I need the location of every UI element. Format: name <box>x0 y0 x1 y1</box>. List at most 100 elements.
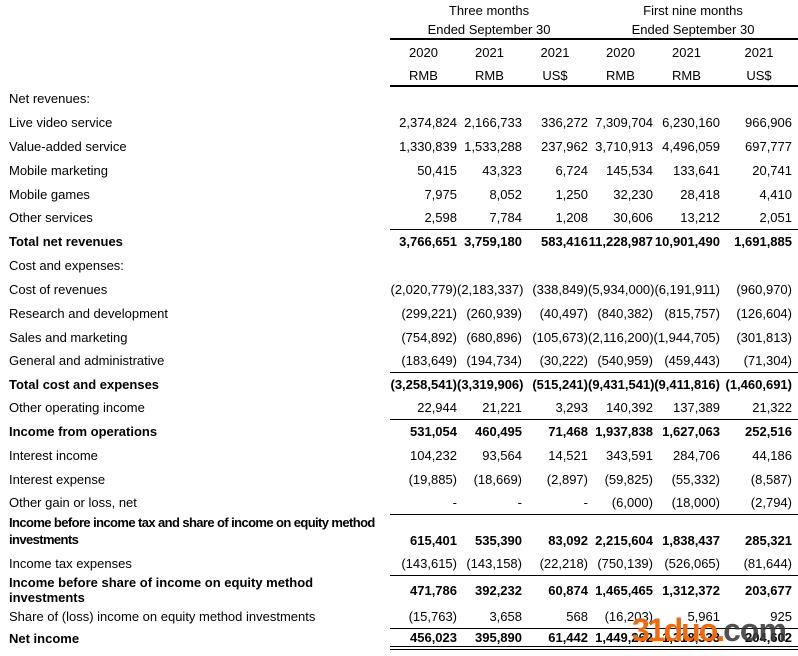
cell-value: (459,443) <box>653 349 720 373</box>
cell-value: (680,896) <box>466 329 522 345</box>
table-row: Net income 456,023 395,890 61,442 1,449,262 1… <box>0 628 798 650</box>
cell-value: 1,250 <box>555 186 588 202</box>
cell-value <box>390 253 457 277</box>
cell-value: 252,516 <box>745 423 792 439</box>
row-label: Interest expense <box>9 471 106 487</box>
cell-value: 568 <box>522 605 588 629</box>
period-nine-months-label: First nine months <box>643 2 743 18</box>
cell-value: 1,449,262 <box>588 628 653 650</box>
table-body: Net revenues: Live video service 2,374,824… <box>0 86 798 650</box>
cell-value: (960,970) <box>736 281 792 297</box>
cell-value: 284,706 <box>673 447 720 463</box>
cell-value: 4,496,059 <box>662 138 720 154</box>
table-row: Mobile games 7,975 8,052 1,250 32,230 28,418 4… <box>0 182 798 206</box>
cell-value: 8,052 <box>489 186 522 202</box>
cell-value: 133,641 <box>673 162 720 178</box>
year-header: 2021 <box>744 45 774 60</box>
label-column-spacer <box>0 39 390 65</box>
cell-value: 395,890 <box>457 628 522 650</box>
currency-header: RMB <box>457 65 522 87</box>
cell-value: (59,825) <box>604 471 653 487</box>
cell-value: 3,710,913 <box>595 138 653 154</box>
cell-value: (143,615) <box>390 552 457 576</box>
cell-value: (9,431,541) <box>588 376 655 392</box>
row-label: Other services <box>9 210 93 225</box>
row-label: Value-added service <box>9 138 127 154</box>
cell-value: 6,230,160 <box>662 114 720 130</box>
cell-value: (30,222) <box>522 349 588 373</box>
cell-value: 615,401 <box>410 533 457 548</box>
currency-header: RMB <box>588 65 653 87</box>
row-label: Income from operations <box>9 423 158 439</box>
table-row: Interest income 104,232 93,564 14,521 343,59… <box>0 443 798 467</box>
cell-value: (105,673) <box>532 329 588 345</box>
cell-value: 21,322 <box>720 396 798 420</box>
cell-value: 11,228,987 <box>588 233 653 249</box>
cell-value: 71,468 <box>548 423 588 439</box>
cell-value: 204,602 <box>720 628 798 650</box>
cell-value: (1,460,691) <box>725 376 793 392</box>
cell-value: 1,330,839 <box>399 138 457 154</box>
row-label: Sales and marketing <box>9 329 128 345</box>
cell-value: 13,212 <box>653 206 720 230</box>
currency-header: RMB <box>390 65 457 87</box>
cell-value: (71,304) <box>720 349 798 373</box>
cell-value: 50,415 <box>417 162 457 178</box>
cell-value: 1,627,063 <box>662 423 720 439</box>
row-label: Research and development <box>9 305 168 321</box>
cell-value: 3,759,180 <box>464 233 522 249</box>
row-label: Total cost and expenses <box>9 376 160 392</box>
row-label: Live video service <box>9 114 113 130</box>
cell-value: (540,959) <box>588 349 653 373</box>
cell-value: 343,591 <box>606 447 653 463</box>
table-row: Total net revenues 3,766,651 3,759,180 583,… <box>0 229 798 253</box>
cell-value: 203,677 <box>745 582 792 598</box>
year-header: 2020 <box>606 45 635 60</box>
cell-value: 83,092 <box>548 533 588 548</box>
cell-value: 7,975 <box>424 186 457 202</box>
table-row: Total cost and expenses (3,258,541) (3,319… <box>0 372 798 396</box>
period-three-months-label: Three months <box>448 2 530 18</box>
table-row: Cost of revenues (2,020,779) (2,183,337) (3… <box>0 277 798 301</box>
table-row: Research and development (299,221) (260,93… <box>0 301 798 325</box>
table-row: Income before income tax and share of in… <box>0 514 798 552</box>
cell-value: (194,734) <box>457 349 522 373</box>
cell-value: 43,323 <box>482 162 522 178</box>
cell-value: (6,000) <box>588 491 653 515</box>
cell-value: (8,587) <box>750 471 792 487</box>
cell-value: 285,321 <box>745 533 792 548</box>
cell-value: (526,065) <box>653 552 720 576</box>
cell-value: 44,186 <box>752 447 792 463</box>
row-label: Net income <box>9 630 80 646</box>
cell-value: (18,000) <box>653 491 720 515</box>
year-header: 2021 <box>475 45 504 60</box>
cell-value <box>457 253 522 277</box>
cell-value <box>653 253 720 277</box>
label-column-spacer <box>0 0 390 20</box>
cell-value: 7,784 <box>457 206 522 230</box>
cell-value: (55,332) <box>671 471 720 487</box>
row-label: Cost and expenses: <box>9 257 124 273</box>
table-row: Mobile marketing 50,415 43,323 6,724 145,534… <box>0 158 798 182</box>
cell-value: (299,221) <box>401 305 457 321</box>
cell-value: 2,051 <box>720 206 798 230</box>
cell-value: 583,416 <box>541 233 588 249</box>
table-row: Cost and expenses: <box>0 253 798 277</box>
year-header: 2021 <box>540 45 570 60</box>
cell-value: 3,658 <box>457 605 522 629</box>
cell-value: (2,897) <box>546 471 588 487</box>
row-label: Cost of revenues <box>9 281 108 297</box>
cell-value: (126,604) <box>736 305 792 321</box>
cell-value: 32,230 <box>613 186 653 202</box>
table-row: General and administrative (183,649) (194,… <box>0 349 798 373</box>
cell-value: 531,054 <box>410 423 457 439</box>
cell-value: (19,885) <box>408 471 457 487</box>
cell-value: (2,183,337) <box>457 281 524 297</box>
cell-value: 2,215,604 <box>595 533 653 548</box>
ended-date-three-months: Ended September 30 <box>390 20 588 40</box>
cell-value: 966,906 <box>745 114 792 130</box>
cell-value: - <box>390 491 457 515</box>
table-row: Interest expense (19,885) (18,669) (2,897) (… <box>0 467 798 491</box>
cell-value: 60,874 <box>548 582 588 598</box>
